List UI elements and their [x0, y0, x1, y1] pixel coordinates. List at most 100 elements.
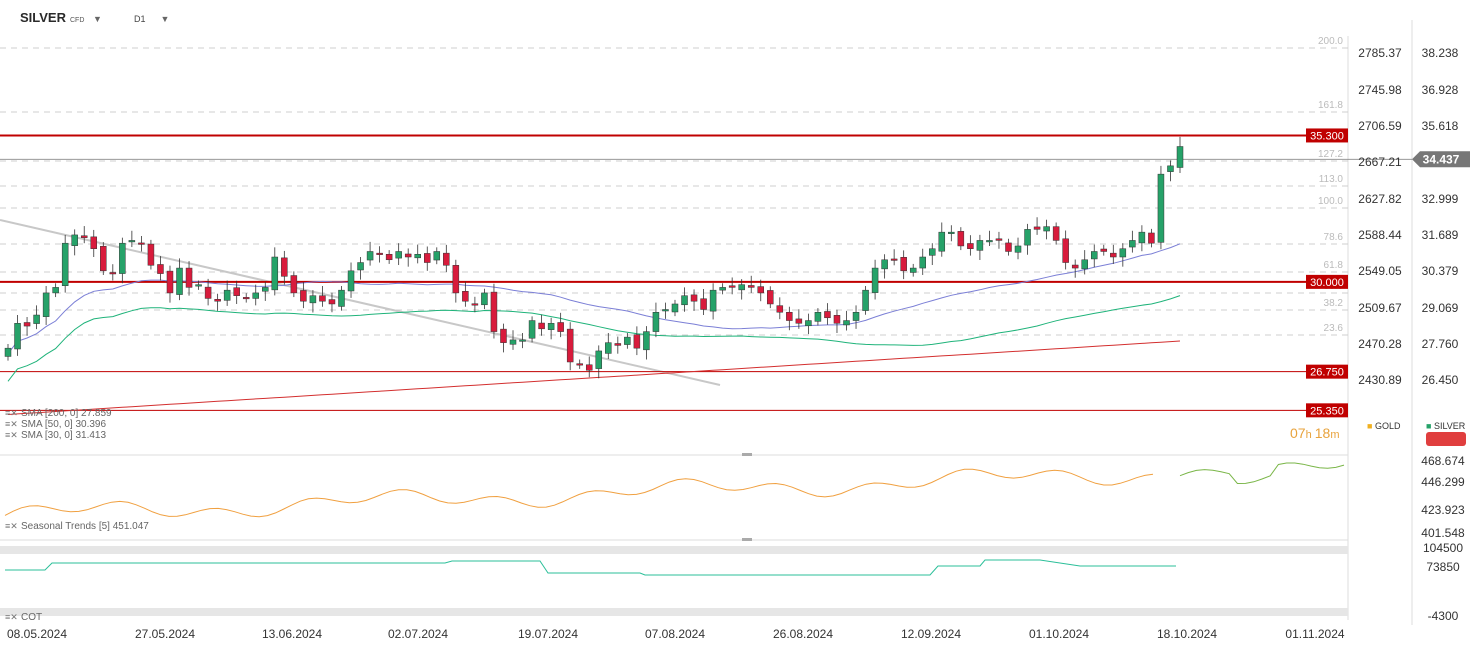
bull-candle [1081, 259, 1088, 270]
bull-candle [366, 251, 374, 261]
bull-candle [1119, 248, 1127, 258]
symbol-suffix: CFD [70, 17, 85, 24]
timeframe-label: D1 [134, 14, 146, 24]
silver-legend[interactable]: ■ SILVER [1426, 421, 1466, 431]
last-price-label: 34.437 [1423, 152, 1460, 166]
sma-legend: ≡✕ SMA [200, 0] 27.859 ≡✕ SMA [50, 0] 30.3… [5, 408, 112, 441]
bear-candle [585, 364, 593, 371]
x-axis-tick: 18.10.2024 [1157, 627, 1217, 641]
bull-candle [843, 320, 850, 326]
bear-candle [443, 252, 450, 266]
symbol-dropdown-icon[interactable]: ▼ [88, 14, 102, 24]
fib-label: 200.0 [1318, 36, 1343, 47]
right-axis-tick: 35.618 [1422, 119, 1459, 133]
bull-candle [71, 234, 78, 246]
bull-candle [719, 287, 726, 291]
symbol-name: SILVER [20, 10, 66, 25]
gold-marker-icon: ■ [1367, 421, 1373, 431]
bull-candle [338, 289, 345, 307]
bear-candle [204, 286, 212, 299]
bear-candle [300, 290, 307, 302]
cot-axis-tick: 104500 [1423, 541, 1463, 555]
bull-candle [852, 312, 860, 321]
bear-candle [490, 291, 498, 332]
level-tag [1306, 403, 1348, 418]
bull-candle [1090, 251, 1098, 260]
bear-candle [385, 253, 393, 261]
seasonal-forecast-line [1179, 462, 1345, 485]
sma50-legend[interactable]: ≡✕ SMA [50, 0] 30.396 [5, 419, 107, 430]
bull-candle [528, 320, 536, 339]
seasonal-axis-tick: 423.923 [1421, 503, 1465, 517]
bear-candle [767, 290, 774, 305]
bull-candle [52, 287, 59, 294]
bear-candle [557, 322, 564, 332]
settings-icon[interactable]: ≡✕ [5, 612, 18, 622]
level-tag [1306, 364, 1348, 379]
bull-candle [862, 289, 869, 311]
bear-candle [757, 286, 764, 294]
bull-candle [709, 289, 717, 312]
bull-candle [414, 253, 421, 259]
sma200-legend[interactable]: ≡✕ SMA [200, 0] 27.859 [5, 408, 112, 419]
gold-legend[interactable]: ■ GOLD [1367, 421, 1401, 431]
timeframe-selector[interactable]: D1 ▼ [134, 14, 169, 24]
bull-candle [271, 256, 279, 291]
bear-candle [700, 298, 707, 310]
bear-candle [1100, 248, 1108, 252]
sma-lines [7, 243, 1181, 415]
bear-candle [833, 315, 841, 324]
bull-candle [309, 295, 317, 304]
bear-candle [824, 311, 831, 319]
bear-candle [957, 231, 965, 247]
timeframe-dropdown-icon[interactable]: ▼ [148, 14, 170, 24]
bull-candle [662, 309, 669, 312]
seasonal-legend[interactable]: ≡✕ Seasonal Trends [5] 451.047 [5, 521, 149, 532]
left-axis-tick: 2706.59 [1358, 119, 1402, 133]
bull-candle [481, 292, 488, 306]
cot-legend[interactable]: ≡✕ COT [5, 612, 43, 623]
x-axis-tick: 08.05.2024 [7, 627, 67, 641]
bull-candle [119, 242, 126, 274]
bull-candle [595, 350, 603, 369]
bear-candle [290, 275, 298, 294]
left-axis-tick: 2549.05 [1358, 264, 1402, 278]
bear-candle [138, 242, 145, 245]
fib-label: 23.6 [1324, 323, 1344, 334]
right-axis-tick: 31.689 [1422, 228, 1459, 242]
bear-candle [452, 265, 460, 294]
bull-candle [681, 295, 688, 306]
chart-toolbar: SILVER CFD ▼ D1 ▼ [0, 0, 1412, 36]
sma30-legend[interactable]: ≡✕ SMA [30, 0] 31.413 [5, 430, 107, 441]
bear-candle [233, 287, 240, 296]
bull-candle [605, 342, 612, 354]
bear-candle [214, 299, 221, 302]
bull-candle [395, 251, 402, 259]
right-axis-tick: 29.069 [1422, 301, 1459, 315]
fib-label: 38.2 [1324, 298, 1344, 309]
cot-band-bottom [0, 608, 1348, 616]
settings-icon[interactable]: ≡✕ [5, 430, 18, 440]
bull-candle [1129, 240, 1136, 248]
bear-candle [967, 243, 974, 249]
bull-candle [948, 231, 955, 234]
x-axis-tick: 02.07.2024 [388, 627, 448, 641]
bull-candle [14, 323, 21, 350]
bull-candle [252, 292, 259, 299]
bull-candle [42, 292, 50, 317]
bull-candle [1138, 231, 1146, 244]
bull-candle [986, 240, 993, 243]
bear-candle [100, 245, 107, 272]
level-tag [1306, 274, 1348, 289]
silver-color-swatch[interactable] [1426, 432, 1466, 446]
sma200-line [7, 340, 1181, 415]
settings-icon[interactable]: ≡✕ [5, 419, 18, 429]
settings-icon[interactable]: ≡✕ [5, 408, 18, 418]
left-axis-tick: 2470.28 [1358, 337, 1402, 351]
symbol-selector[interactable]: SILVER CFD ▼ [20, 10, 102, 25]
settings-icon[interactable]: ≡✕ [5, 521, 18, 531]
bear-candle [576, 363, 583, 366]
horizontal-levels: 35.300 30.000 26.750 25.350 34.437 [0, 128, 1470, 418]
right-axis-tick: 27.760 [1422, 337, 1459, 351]
